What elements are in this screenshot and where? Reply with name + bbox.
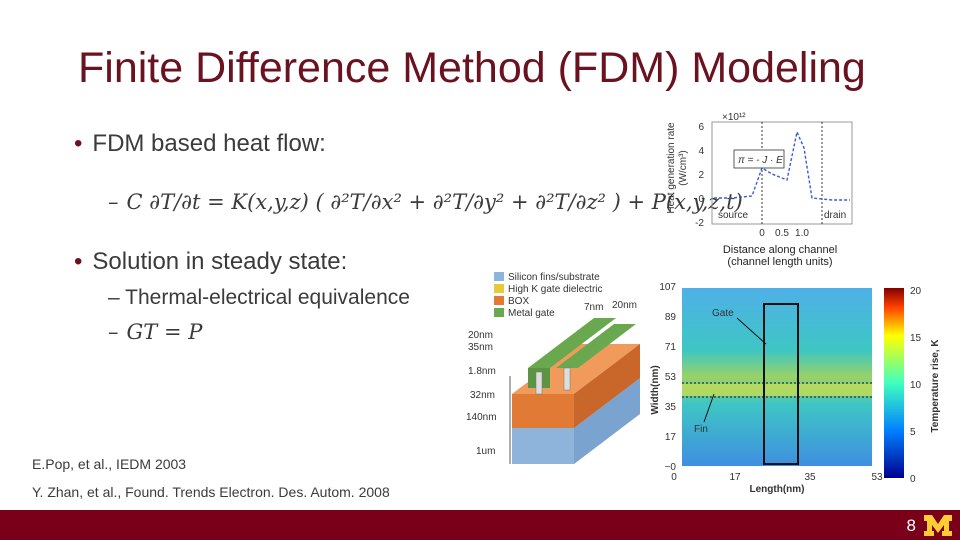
fin-label: Fin xyxy=(694,424,708,435)
substrate-front xyxy=(512,428,574,464)
heatmap-ytick: 71 xyxy=(665,342,677,353)
heat-plot-ytick: 6 xyxy=(698,122,704,133)
fin-region xyxy=(682,384,872,396)
heat-plot-ytick: 2 xyxy=(698,170,704,181)
reference-pop: E.Pop, et al., IEDM 2003 xyxy=(32,456,187,472)
box-side xyxy=(574,344,640,428)
slide-title: Finite Difference Method (FDM) Modeling xyxy=(78,44,866,92)
dim-label: 1um xyxy=(476,446,495,457)
heat-plot-ylabel-2: (W/cm³) xyxy=(678,150,689,186)
colorbar xyxy=(884,288,904,478)
gate-pointer xyxy=(736,317,767,345)
legend-label: Metal gate xyxy=(508,308,555,319)
heat-formula: π = - J · E xyxy=(738,155,783,166)
heatmap-ytick: 53 xyxy=(665,372,677,383)
heat-plot-xtick: 0 xyxy=(759,228,765,238)
dim-label: 1.8nm xyxy=(468,366,496,377)
heat-plot-ylabel-1: Heat generation rate xyxy=(666,122,677,214)
reference-zhan: Y. Zhan, et al., Found. Trends Electron.… xyxy=(32,484,390,500)
fin-pointer xyxy=(703,393,715,423)
heatmap-ytick: 89 xyxy=(665,312,677,323)
sub-bullet-equivalence: – Thermal-electrical equivalence xyxy=(108,286,410,309)
heat-plot-caption: Distance along channel (channel length u… xyxy=(700,244,860,268)
bullet-text: Solution in steady state: xyxy=(92,248,348,275)
heat-plot-xtick: 0.5 xyxy=(775,228,789,238)
heatmap-ytick: 35 xyxy=(665,402,677,413)
equation-dash: – xyxy=(108,320,119,344)
heat-plot-xtick: 1.0 xyxy=(795,228,809,238)
legend-swatch xyxy=(494,308,504,317)
heatmap-xlabel: Length(nm) xyxy=(750,484,805,495)
finfet-device-diagram: Silicon fins/substrate High K gate diele… xyxy=(466,272,640,464)
colorbar-tick: 15 xyxy=(910,333,922,344)
source-label: source xyxy=(718,210,748,221)
heat-plot-ytick: -2 xyxy=(695,218,704,229)
heat-plot-exponent: ×10¹² xyxy=(722,112,746,123)
heat-equation: – C ∂T/∂t = K(x,y,z) ( ∂²T/∂x² + ∂²T/∂y² … xyxy=(108,190,743,214)
substrate-side xyxy=(574,378,640,464)
heat-plot-ytick: 0 xyxy=(698,194,704,205)
heatmap-ylabel: Width(nm) xyxy=(650,365,661,414)
heat-curve xyxy=(714,129,850,201)
fin-1 xyxy=(535,371,543,395)
heatmap-xtick: 53 xyxy=(871,472,883,483)
dim-label: 140nm xyxy=(466,412,497,423)
colorbar-tick: 5 xyxy=(910,427,916,438)
dim-label: 20nm xyxy=(468,330,493,341)
heat-plot-frame xyxy=(711,121,853,225)
dim-label: 7nm xyxy=(584,302,603,313)
box-front xyxy=(512,394,574,428)
legend-swatch xyxy=(494,272,504,281)
fin-2 xyxy=(563,367,571,391)
colorbar-tick: 0 xyxy=(910,474,916,485)
equation-text: GT = P xyxy=(126,320,203,344)
legend-swatch xyxy=(494,284,504,293)
equation-text: C ∂T/∂t = K(x,y,z) ( ∂²T/∂x² + ∂²T/∂y² +… xyxy=(126,190,743,214)
heat-generation-plot: Heat generation rate (W/cm³) ×10¹² 6 4 2… xyxy=(666,112,853,238)
heatmap-xtick: 35 xyxy=(804,472,816,483)
heatmap-xtick: 17 xyxy=(729,472,741,483)
formula-box xyxy=(733,149,785,169)
university-m-logo-icon xyxy=(924,515,952,536)
heatmap-xtick: 0 xyxy=(671,472,677,483)
caption-line-1: Distance along channel xyxy=(722,244,838,256)
colorbar-tick: 10 xyxy=(910,380,922,391)
temperature-heatmap: Width(nm) Gate Fin 107 89 71 53 35 17 ~0… xyxy=(650,282,941,495)
heatmap-ytick: 17 xyxy=(665,432,677,443)
bullet-text: FDM based heat flow: xyxy=(92,130,326,157)
page-number: 8 xyxy=(906,516,916,535)
gate-outline xyxy=(763,303,799,465)
footer-bar xyxy=(0,510,960,540)
bullet-dot: • xyxy=(74,130,83,157)
bullet-fdm-heat-flow: • FDM based heat flow: xyxy=(74,130,326,158)
metal-gate-2 xyxy=(556,324,636,368)
dim-label: 20nm xyxy=(612,300,637,311)
heat-plot-ytick: 4 xyxy=(698,146,704,157)
equation-dash: – xyxy=(108,190,119,214)
drain-label: drain xyxy=(824,210,846,221)
legend-label: High K gate dielectric xyxy=(508,284,603,295)
dim-label: 32nm xyxy=(470,390,495,401)
metal-gate-1 xyxy=(528,318,616,368)
legend-label: BOX xyxy=(508,296,529,307)
gate-label: Gate xyxy=(712,308,734,319)
colorbar-label: Temperature rise, K xyxy=(930,339,941,433)
legend-label: Silicon fins/substrate xyxy=(508,272,600,283)
heatmap-field xyxy=(682,288,872,466)
bullet-dot: • xyxy=(74,248,83,275)
caption-line-2: (channel length units) xyxy=(727,256,833,268)
sub-bullet-gt-p: – GT = P xyxy=(108,320,202,344)
bullet-steady-state: • Solution in steady state: xyxy=(74,248,347,276)
heatmap-ytick: 107 xyxy=(659,282,676,293)
colorbar-tick: 20 xyxy=(910,286,922,297)
legend-swatch xyxy=(494,296,504,305)
dim-label: 35nm xyxy=(468,342,493,353)
heatmap-ytick: ~0 xyxy=(665,462,677,473)
